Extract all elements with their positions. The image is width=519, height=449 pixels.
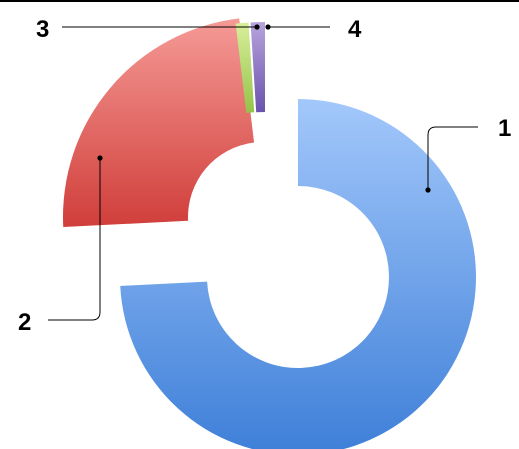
leader-dot-3 xyxy=(254,24,260,30)
leader-dot-2 xyxy=(97,155,103,161)
slice-4 xyxy=(250,22,265,113)
leader-dot-4 xyxy=(265,24,271,30)
slice-2 xyxy=(63,18,255,228)
slice-label-3: 3 xyxy=(36,16,49,43)
leader-lines-group xyxy=(48,24,478,321)
slice-label-1: 1 xyxy=(498,115,511,142)
slice-3 xyxy=(235,22,255,113)
slice-label-2: 2 xyxy=(18,309,31,336)
top-border-line xyxy=(0,0,519,2)
leader-line-2 xyxy=(48,158,101,321)
slice-1 xyxy=(120,99,476,449)
leader-dot-1 xyxy=(425,187,431,193)
slice-label-4: 4 xyxy=(348,16,362,43)
slices-group xyxy=(63,18,476,449)
leader-line-1 xyxy=(427,126,478,190)
labels-group: 1 2 3 4 xyxy=(18,16,511,336)
